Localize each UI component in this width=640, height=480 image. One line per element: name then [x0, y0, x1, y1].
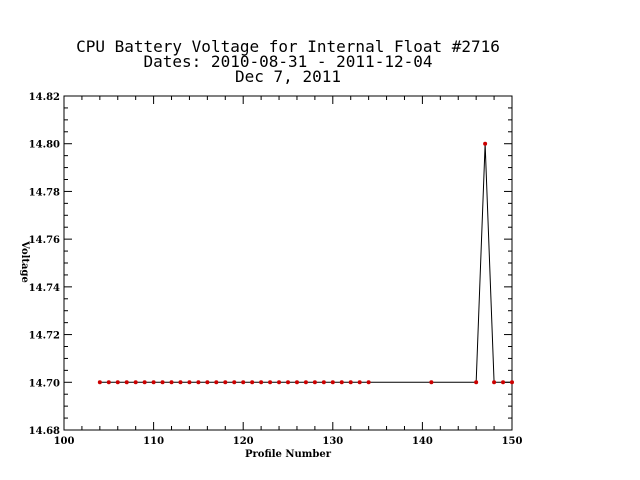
data-point	[492, 380, 497, 385]
data-point	[196, 380, 201, 385]
data-point	[348, 380, 353, 385]
data-point	[169, 380, 174, 385]
x-tick-label: 130	[322, 436, 343, 447]
data-point	[160, 380, 165, 385]
data-point	[277, 380, 282, 385]
data-point	[474, 380, 479, 385]
data-point	[214, 380, 219, 385]
series-line	[99, 143, 512, 383]
data-point	[241, 380, 246, 385]
plot-axes	[63, 95, 513, 431]
y-axis-label: Voltage	[19, 240, 30, 283]
chart-title: CPU Battery Voltage for Internal Float #…	[76, 37, 500, 86]
data-point	[133, 380, 138, 385]
x-tick-label: 120	[233, 436, 254, 447]
y-axis-ticks: 14.68 14.70 14.72 14.74 14.76 14.78 14.80 14.82	[29, 92, 512, 437]
y-tick-label: 14.78	[29, 187, 60, 198]
data-point	[223, 380, 228, 385]
y-tick-label: 14.72	[29, 331, 60, 342]
x-tick-label: 140	[412, 436, 433, 447]
x-tick-label: 100	[54, 436, 75, 447]
y-tick-label: 14.76	[29, 235, 60, 246]
x-axis-ticks: 100 110 120 130 140 150	[54, 96, 523, 447]
plot-frame	[63, 95, 513, 431]
data-point	[187, 380, 192, 385]
data-point	[250, 380, 255, 385]
data-point	[106, 380, 111, 385]
y-tick-label: 14.74	[29, 283, 60, 294]
x-axis-label: Profile Number	[245, 449, 332, 460]
y-tick-label: 14.80	[29, 140, 60, 151]
y-tick-label: 14.68	[29, 426, 60, 437]
data-point	[151, 380, 156, 385]
data-point	[303, 380, 308, 385]
data-point	[178, 380, 183, 385]
data-point	[501, 380, 506, 385]
data-point	[259, 380, 264, 385]
data-point	[483, 141, 488, 146]
data-point	[97, 380, 102, 385]
data-point	[330, 380, 335, 385]
data-point	[510, 380, 514, 385]
y-tick-label: 14.70	[29, 378, 60, 389]
title-line-2: Dates: 2010-08-31 - 2011-12-04	[144, 52, 433, 71]
title-line-1: CPU Battery Voltage for Internal Float #…	[76, 37, 500, 56]
data-point	[321, 380, 326, 385]
data-point	[232, 380, 237, 385]
data-point	[357, 380, 362, 385]
title-line-3: Dec 7, 2011	[235, 67, 341, 86]
data-point	[429, 380, 434, 385]
data-point	[286, 380, 290, 385]
data-point	[294, 380, 299, 385]
data-point	[268, 380, 273, 385]
x-tick-label: 110	[143, 436, 164, 447]
data-point	[124, 380, 129, 385]
data-point	[115, 380, 120, 385]
x-tick-label: 150	[502, 436, 523, 447]
data-point	[339, 380, 344, 385]
data-point	[366, 380, 371, 385]
data-point	[312, 380, 317, 385]
data-point	[205, 380, 210, 385]
y-tick-label: 14.82	[29, 92, 60, 103]
data-point	[142, 380, 147, 385]
series-voltage	[97, 141, 514, 385]
